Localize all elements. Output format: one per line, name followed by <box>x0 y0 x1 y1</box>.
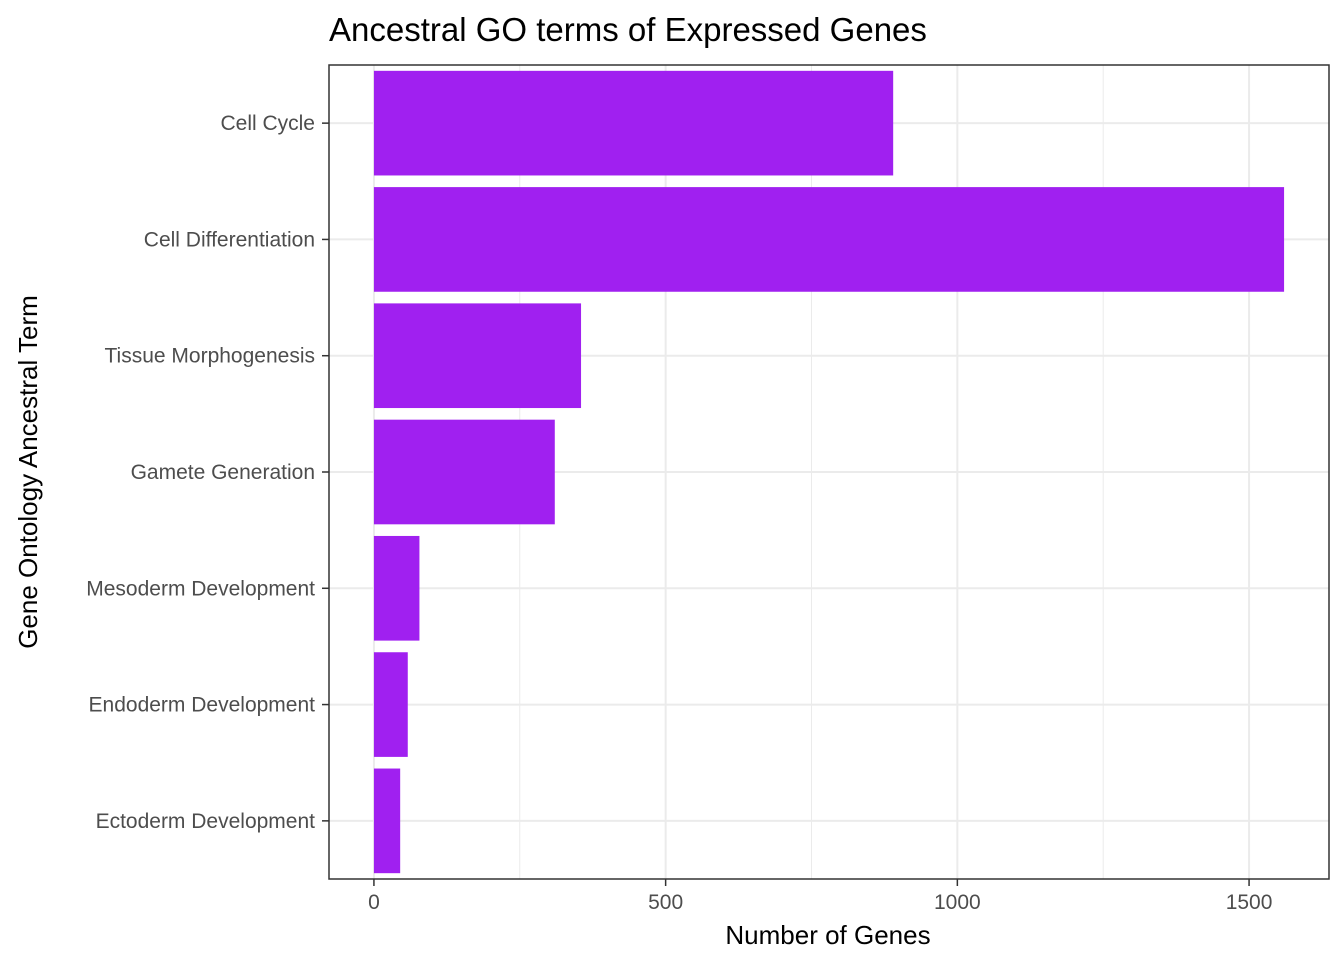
y-tick-label: Endoderm Development <box>89 694 316 717</box>
bar <box>373 419 555 525</box>
bar <box>373 303 582 409</box>
bar <box>373 187 1285 292</box>
bar <box>373 768 401 874</box>
x-axis-title: Number of Genes <box>725 920 930 950</box>
x-tick-label: 1000 <box>934 891 981 914</box>
y-tick-label: Tissue Morphogenesis <box>105 345 316 368</box>
bar <box>373 535 420 641</box>
y-axis-title: Gene Ontology Ancestral Term <box>13 295 43 649</box>
y-tick-label: Cell Cycle <box>220 112 315 135</box>
chart-title: Ancestral GO terms of Expressed Genes <box>329 11 927 48</box>
x-axis: 0 500 1000 1500 <box>368 879 1272 914</box>
y-axis: Cell Cycle Cell Differentiation Tissue Mor… <box>86 112 329 833</box>
y-tick-label: Ectoderm Development <box>96 810 316 833</box>
y-tick-label: Gamete Generation <box>131 461 315 484</box>
x-tick-label: 0 <box>368 891 380 914</box>
bars <box>373 70 1285 874</box>
x-tick-label: 500 <box>648 891 683 914</box>
y-tick-label: Cell Differentiation <box>144 228 315 251</box>
x-tick-label: 1500 <box>1226 891 1273 914</box>
bar <box>373 652 408 757</box>
y-tick-label: Mesoderm Development <box>86 577 315 600</box>
bar <box>373 70 894 176</box>
